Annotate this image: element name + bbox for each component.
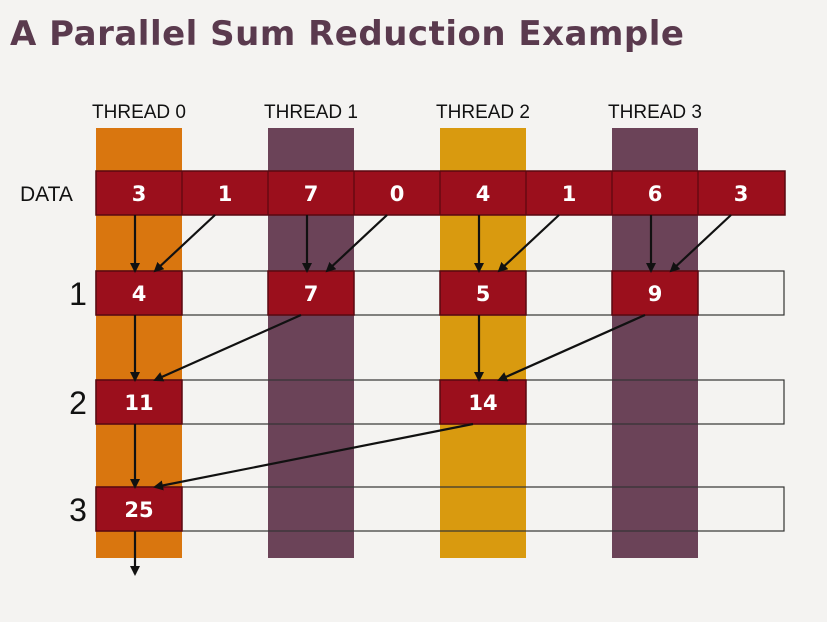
data-row-label: DATA bbox=[20, 183, 73, 206]
arrow-diagonal bbox=[153, 313, 302, 382]
step-1-cell-3 bbox=[611, 270, 699, 316]
step-label-2: 2 bbox=[69, 385, 87, 421]
arrow-diagonal bbox=[497, 313, 646, 382]
step-2-value-0: 11 bbox=[124, 391, 153, 415]
data-value-7: 3 bbox=[734, 182, 749, 206]
step-label-1: 1 bbox=[69, 276, 87, 312]
step-1-value-0: 4 bbox=[132, 282, 147, 306]
step-1-value-2: 5 bbox=[476, 282, 491, 306]
data-value-3: 0 bbox=[390, 182, 405, 206]
arrow-diagonal bbox=[325, 214, 388, 273]
step-2-cell-0 bbox=[95, 379, 183, 425]
arrow-diagonal bbox=[153, 422, 474, 491]
data-value-2: 7 bbox=[304, 182, 319, 206]
data-value-1: 1 bbox=[218, 182, 233, 206]
arrow-diagonal bbox=[153, 214, 216, 273]
arrow-diagonal bbox=[669, 214, 732, 273]
data-value-4: 4 bbox=[476, 182, 491, 206]
data-value-5: 1 bbox=[562, 182, 577, 206]
step-3-value-0: 25 bbox=[124, 498, 153, 522]
thread-label-3: THREAD 3 bbox=[608, 102, 702, 123]
step-1-cell-1 bbox=[267, 270, 355, 316]
arrow-diagonal bbox=[497, 214, 560, 273]
step-1-cell-0 bbox=[95, 270, 183, 316]
slide-title: A Parallel Sum Reduction Example bbox=[10, 14, 685, 54]
step-2-cell-1 bbox=[439, 379, 527, 425]
step-1-value-3: 9 bbox=[648, 282, 663, 306]
step-1-value-1: 7 bbox=[304, 282, 319, 306]
data-value-0: 3 bbox=[132, 182, 147, 206]
step-1-cell-2 bbox=[439, 270, 527, 316]
step-label-3: 3 bbox=[69, 492, 87, 528]
thread-label-2: THREAD 2 bbox=[436, 102, 530, 123]
step-2-value-1: 14 bbox=[468, 391, 497, 415]
thread-label-1: THREAD 1 bbox=[264, 102, 358, 123]
thread-label-0: THREAD 0 bbox=[92, 102, 186, 123]
data-value-6: 6 bbox=[648, 182, 663, 206]
